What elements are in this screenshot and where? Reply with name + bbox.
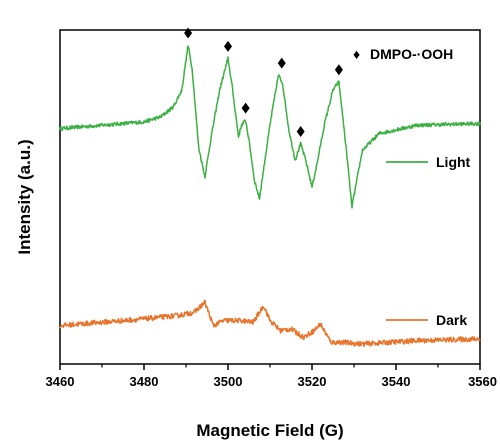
peak-marker-2 [224, 40, 232, 52]
peak-marker-4 [277, 57, 286, 69]
tick-layer: 3460 3480 3500 3520 3540 3560 [46, 364, 497, 389]
x-tick-label-3500: 3500 [214, 374, 243, 389]
x-tick-label-3540: 3540 [382, 374, 411, 389]
peak-marker-3 [241, 102, 250, 114]
x-tick-label-3460: 3460 [46, 374, 75, 389]
peak-marker-1 [184, 27, 193, 39]
annotation-symbol: ♦ [353, 46, 360, 62]
series-line-light [59, 45, 481, 209]
peak-marker-5 [296, 126, 305, 138]
series-layer [59, 45, 481, 348]
x-tick-label-3520: 3520 [298, 374, 327, 389]
legend-light: Light [386, 154, 471, 170]
x-axis-title: Magnetic Field (G) [196, 421, 343, 440]
plot-frame [59, 29, 481, 365]
annotation-legend: ♦ DMPO-·OOH [353, 46, 453, 62]
marker-layer [184, 27, 343, 138]
legend-dark: Dark [386, 312, 467, 328]
x-tick-label-3560: 3560 [468, 374, 497, 389]
x-tick-label-3480: 3480 [130, 374, 159, 389]
peak-marker-6 [334, 64, 343, 76]
annotation-label: DMPO-·OOH [370, 46, 453, 62]
legend-light-label: Light [436, 154, 471, 170]
series-line-dark [59, 299, 481, 348]
y-axis-title: Intensity (a.u.) [15, 139, 34, 254]
legend-dark-label: Dark [436, 312, 467, 328]
